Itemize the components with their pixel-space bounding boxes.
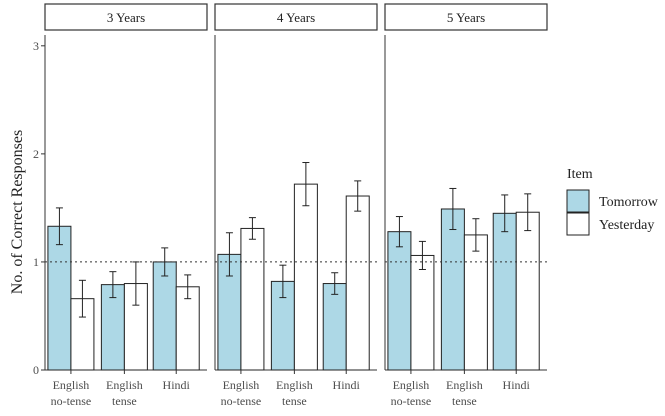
bar-yesterday (240, 227, 265, 371)
legend-key-yesterday (566, 212, 590, 236)
x-tick-label: English (223, 378, 260, 392)
y-axis: 0 1 2 3 (33, 39, 45, 377)
y-axis-title: No. of Correct Responses (9, 130, 26, 294)
legend: Item Tomorrow Yesterday (566, 167, 659, 236)
bar-tomorrow (492, 212, 517, 371)
bar-yesterday (410, 254, 435, 371)
bar-tomorrow (47, 225, 72, 371)
panel-strip (44, 3, 208, 31)
x-tick-label: Hindi (163, 378, 191, 392)
bar-yesterday (463, 234, 488, 371)
x-tick-label: tense (112, 394, 137, 408)
x-tick-label: English (53, 378, 90, 392)
x-tick-label: Hindi (503, 378, 531, 392)
x-tick-label: English (106, 378, 143, 392)
bar-tomorrow (322, 283, 347, 371)
x-tick-label: tense (282, 394, 307, 408)
panel: 5 Years English no-tense English tense Hindi (384, 3, 548, 408)
legend-label-tomorrow: Tomorrow (599, 195, 659, 210)
bar-yesterday (345, 195, 370, 371)
bar-tomorrow (440, 208, 465, 371)
y-tick-label: 3 (33, 39, 39, 53)
x-tick-label: Hindi (333, 378, 361, 392)
panel-title: 4 Years (277, 10, 315, 25)
y-tick-label: 1 (33, 255, 39, 269)
bar-tomorrow (387, 231, 412, 371)
legend-key-tomorrow (566, 189, 590, 213)
y-tick-label: 2 (33, 147, 39, 161)
bar-tomorrow (152, 261, 177, 371)
panel-title: 5 Years (447, 10, 485, 25)
x-tick-label: no-tense (391, 394, 432, 408)
x-tick-label: tense (452, 394, 477, 408)
legend-title: Item (567, 167, 593, 182)
x-tick-label: no-tense (221, 394, 262, 408)
panel-title: 3 Years (107, 10, 145, 25)
legend-label-yesterday: Yesterday (599, 218, 654, 233)
panel-strip (214, 3, 378, 31)
bar-yesterday (175, 286, 200, 371)
x-tick-label: English (393, 378, 430, 392)
bar-yesterday (515, 211, 540, 371)
x-tick-label: no-tense (51, 394, 92, 408)
panel: 4 Years English no-tense English tense Hindi (214, 3, 378, 408)
panel: 3 Years English no-tense English tense Hindi (44, 3, 208, 408)
x-tick-label: English (446, 378, 483, 392)
panel-strip (384, 3, 548, 31)
bar-yesterday (293, 183, 318, 371)
panels: 3 YearsEnglishno-tenseEnglishtenseHindi4… (44, 3, 548, 408)
y-tick-label: 0 (33, 363, 39, 377)
x-tick-label: English (276, 378, 313, 392)
